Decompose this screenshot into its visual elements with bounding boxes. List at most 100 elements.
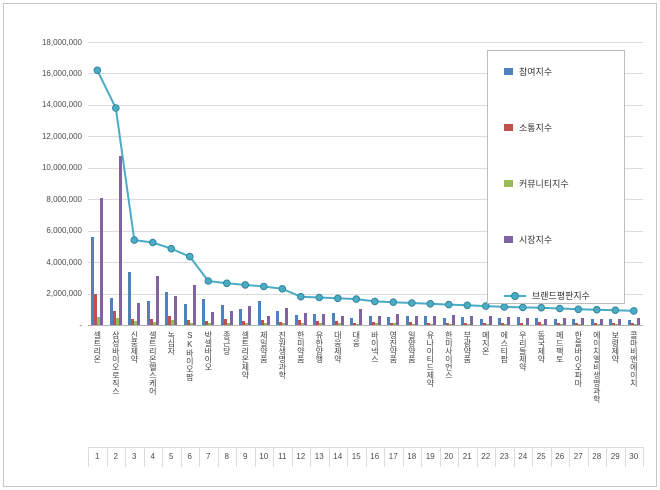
- x-axis-label: 부광약품: [462, 331, 472, 363]
- rank-separator: [587, 447, 589, 467]
- bar-소통지수: [205, 321, 209, 325]
- x-axis-label: 제일약품: [259, 331, 269, 363]
- bar-소통지수: [593, 322, 597, 325]
- rank-separator: [328, 447, 330, 467]
- bar-소통지수: [168, 315, 172, 325]
- line-marker: [352, 295, 361, 303]
- bar-참여지수: [609, 318, 613, 325]
- line-marker: [556, 304, 564, 313]
- rank-label: 30: [629, 452, 639, 461]
- bar-커뮤니티지수: [300, 323, 304, 325]
- x-axis-label: 바이넥스: [370, 331, 380, 363]
- bar-참여지수: [331, 313, 335, 325]
- rank-separator: [88, 447, 89, 467]
- x-axis-label: 한미사이언스: [444, 331, 454, 379]
- line-marker: [278, 285, 287, 293]
- line-marker: [519, 303, 527, 312]
- bar-시장지수: [562, 317, 566, 325]
- bar-소통지수: [223, 319, 227, 325]
- bar-커뮤니티지수: [541, 324, 545, 325]
- legend-label: 시장지수: [519, 235, 553, 245]
- bar-소통지수: [482, 322, 486, 325]
- bar-커뮤니티지수: [393, 323, 397, 325]
- bar-시장지수: [599, 318, 603, 325]
- rank-label: 25: [536, 452, 546, 461]
- rank-separator: [162, 447, 163, 467]
- rank-label: 28: [592, 452, 602, 461]
- rank-separator: [458, 447, 459, 467]
- rank-label: 19: [425, 452, 435, 461]
- bar-시장지수: [488, 315, 492, 325]
- bar-소통지수: [242, 321, 246, 325]
- bar-커뮤니티지수: [578, 324, 582, 325]
- bar-참여지수: [442, 317, 446, 325]
- bar-참여지수: [368, 315, 372, 325]
- x-axis-label: 메지온: [481, 331, 491, 355]
- line-marker: [408, 299, 416, 307]
- bar-소통지수: [575, 322, 579, 325]
- line-marker: [223, 279, 231, 288]
- bar-참여지수: [202, 299, 206, 325]
- line-marker: [315, 293, 324, 302]
- x-axis-label: SK바이오팜: [185, 331, 195, 381]
- bar-참여지수: [461, 317, 465, 325]
- bar-시장지수: [137, 302, 141, 325]
- bar-참여지수: [572, 319, 576, 325]
- y-axis-tick-label: 18,000,000: [41, 37, 82, 47]
- bar-참여지수: [516, 317, 520, 325]
- bar-커뮤니티지수: [504, 324, 508, 325]
- line-marker: [204, 277, 213, 285]
- bar-시장지수: [525, 317, 529, 325]
- bar-참여지수: [128, 271, 132, 325]
- y-axis-tick-label: 8,000,000: [46, 194, 82, 204]
- bar-커뮤니티지수: [226, 322, 230, 325]
- rank-label: 3: [132, 452, 137, 461]
- bar-소통지수: [538, 321, 542, 325]
- rank-separator: [236, 447, 237, 467]
- y-axis-tick-label: 10,000,000: [41, 163, 82, 173]
- y-axis-tick-label: 2,000,000: [46, 289, 82, 299]
- bar-커뮤니티지수: [115, 317, 119, 325]
- x-axis-label: 셀트리온헬스케어: [148, 331, 158, 395]
- line-marker: [186, 252, 194, 261]
- bar-참여지수: [553, 318, 557, 325]
- rank-label: 9: [243, 452, 248, 461]
- rank-label: 1: [95, 452, 100, 461]
- bar-참여지수: [498, 317, 502, 325]
- rank-separator: [421, 447, 422, 467]
- line-marker: [593, 305, 601, 314]
- legend-item-참여지수: 참여지수: [504, 65, 552, 78]
- rank-separator: [606, 447, 607, 467]
- rank-separator: [143, 447, 145, 467]
- rank-label: 23: [499, 452, 509, 461]
- bar-시장지수: [192, 284, 196, 325]
- bar-참여지수: [257, 301, 261, 325]
- bar-소통지수: [390, 322, 394, 325]
- y-axis-tick-label: 4,000,000: [46, 257, 82, 267]
- rank-separator: [199, 447, 200, 467]
- bar-커뮤니티지수: [282, 323, 286, 325]
- bar-소통지수: [519, 322, 523, 325]
- x-axis-label: 셀트리온: [92, 331, 102, 363]
- legend-item-소통지수: 소통지수: [504, 121, 552, 134]
- legend-item-커뮤니티지수: 커뮤니티지수: [504, 177, 569, 190]
- rank-label: 8: [224, 452, 229, 461]
- bar-시장지수: [322, 313, 326, 325]
- rank-label: 11: [278, 452, 287, 461]
- legend-bar-swatch: [504, 68, 513, 75]
- x-axis-label: 진원생명과학: [277, 331, 287, 379]
- rank-label: 26: [555, 452, 565, 461]
- bar-커뮤니티지수: [356, 324, 360, 325]
- bar-시장지수: [174, 295, 178, 325]
- line-marker: [371, 297, 379, 306]
- rank-separator: [476, 447, 478, 467]
- bar-시장지수: [581, 317, 585, 325]
- bar-소통지수: [297, 320, 301, 325]
- bar-시장지수: [414, 315, 418, 325]
- bar-커뮤니티지수: [245, 323, 249, 325]
- bar-참여지수: [294, 314, 298, 325]
- bar-소통지수: [427, 322, 431, 325]
- rank-separator: [273, 447, 274, 467]
- x-axis-label: 셀트리온제약: [240, 331, 250, 379]
